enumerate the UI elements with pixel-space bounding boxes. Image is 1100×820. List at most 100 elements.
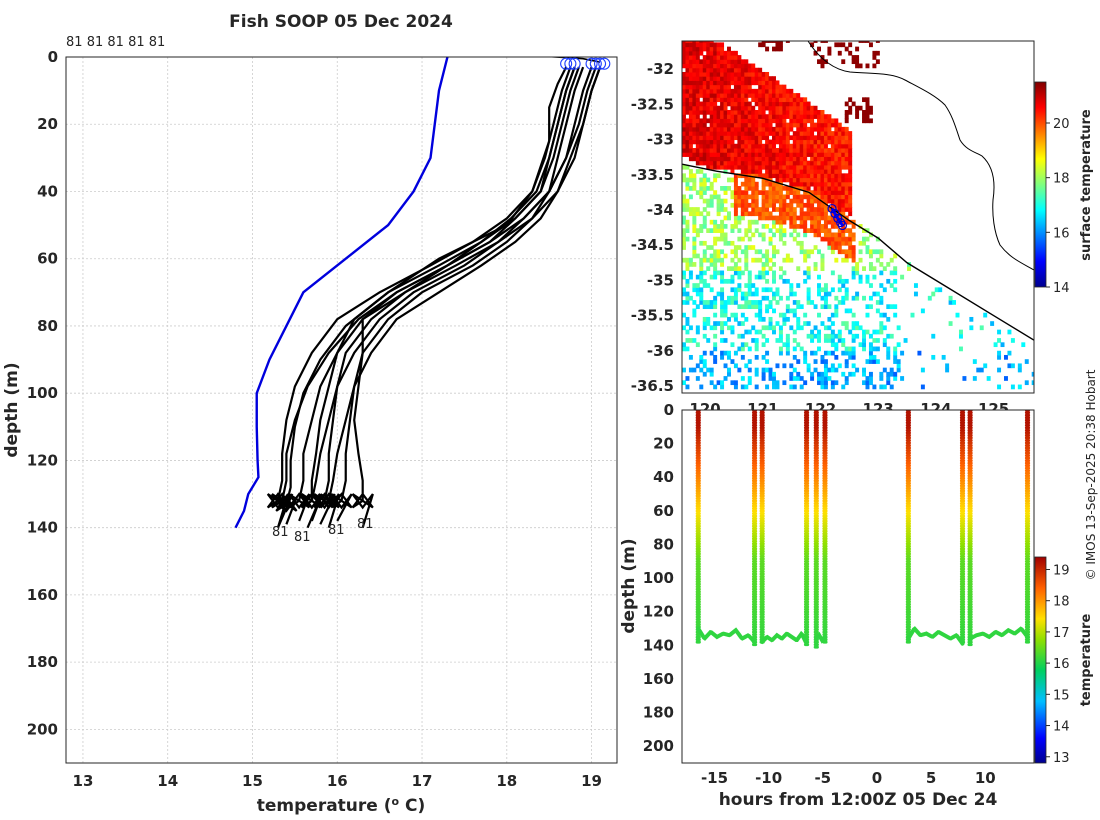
sst-cell [837, 278, 842, 284]
sst-cell [765, 152, 770, 157]
profile-point [803, 496, 810, 500]
sst-cell [789, 215, 794, 221]
profile-point [1024, 433, 1031, 437]
sst-cell [792, 173, 797, 179]
sst-cell [747, 278, 752, 284]
sst-cell [761, 287, 766, 293]
sst-cell [754, 88, 759, 94]
sst-cell [872, 266, 877, 272]
profile-point [959, 494, 966, 498]
profile-point [803, 527, 810, 531]
profile-point [813, 582, 819, 586]
depth-time-plot-area [681, 409, 1035, 764]
sst-cell [872, 346, 877, 352]
sst-cell [723, 198, 728, 204]
profile-point [967, 438, 973, 442]
sst-cell [702, 67, 707, 73]
surface-markers [560, 57, 611, 70]
sst-cell [685, 97, 690, 103]
profile-point [1024, 451, 1031, 455]
profile-point [751, 496, 758, 500]
sst-cell [820, 181, 825, 187]
sst-cell [765, 367, 770, 373]
sst-cell [761, 80, 766, 86]
sst-cell [737, 63, 742, 69]
sst-cell [844, 253, 849, 259]
profile-point [751, 597, 758, 601]
sst-cell [737, 215, 742, 221]
sst-cell [751, 122, 756, 128]
sst-cell [716, 164, 721, 170]
sst-cell [938, 287, 943, 293]
sst-cell [1024, 380, 1029, 386]
sst-cell [772, 160, 776, 166]
sst-cell [709, 156, 714, 162]
profile-point [759, 565, 765, 568]
profile-point [1024, 552, 1031, 556]
profile-point [822, 592, 828, 596]
profile-point [759, 547, 765, 551]
profile-point [822, 612, 828, 616]
sst-cell [837, 131, 842, 136]
sst-cell [685, 329, 690, 335]
sst-cell [733, 55, 738, 60]
sst-cell [934, 287, 939, 293]
sst-cell [768, 84, 773, 90]
sst-cell [837, 135, 842, 141]
sst-cell [837, 236, 842, 242]
sst-cell [765, 122, 770, 128]
sst-cell [747, 291, 752, 297]
profile-point [1024, 454, 1031, 457]
profile-point [695, 504, 701, 508]
sst-cell [855, 291, 860, 297]
sst-cell [813, 50, 818, 56]
sst-cell [778, 224, 783, 229]
sst-cell [806, 300, 811, 305]
profile-point [813, 459, 819, 463]
profile-point [803, 620, 810, 624]
sst-cell [692, 338, 697, 343]
sst-cell [834, 186, 839, 191]
sst-cell [740, 63, 745, 69]
profile-point [822, 559, 828, 563]
sst-cell [799, 219, 804, 225]
sst-cell [761, 148, 766, 153]
sst-cell [820, 148, 825, 153]
sst-cell [765, 131, 770, 136]
sst-cell [713, 240, 718, 246]
profile-point [813, 623, 819, 626]
sst-cell [733, 380, 738, 386]
sst-cell [737, 160, 742, 166]
profile-point [905, 562, 911, 566]
sst-cell [747, 126, 752, 132]
profile-point [751, 602, 758, 606]
sst-cell [730, 190, 735, 195]
sst-cell [827, 232, 832, 238]
sst-cell [727, 211, 731, 217]
sst-cell [792, 139, 797, 145]
profile-point [959, 529, 966, 533]
profile-point [959, 451, 966, 455]
sst-cell [737, 283, 742, 288]
sst-cell [695, 126, 700, 132]
sst-cell [706, 55, 711, 60]
profile-point [822, 617, 828, 621]
profile-point [695, 423, 701, 427]
profile-point [695, 471, 701, 475]
profile-point [803, 436, 810, 440]
sst-cell [837, 240, 842, 246]
profile-point [803, 433, 810, 437]
sst-cell [751, 207, 756, 212]
left-profile-ids: 81 81 81 81 81 [66, 35, 165, 50]
sst-cell [778, 207, 783, 212]
sst-cell [782, 135, 787, 141]
sst-cell [723, 101, 728, 107]
sst-cell [841, 207, 846, 212]
profile-id-label: 81 [107, 35, 124, 50]
profile-point [967, 577, 973, 581]
profile-point [759, 433, 765, 437]
profile-point [751, 610, 758, 614]
sst-cell [820, 384, 825, 390]
sst-cell [713, 135, 718, 141]
